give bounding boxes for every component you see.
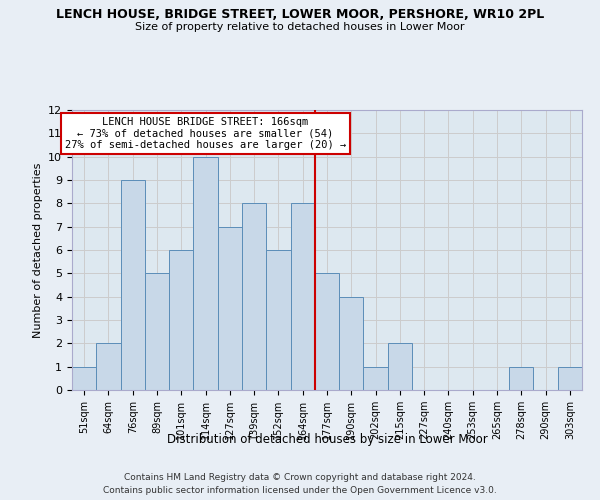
Bar	[388, 344, 412, 390]
Bar	[339, 296, 364, 390]
Bar	[193, 156, 218, 390]
Bar	[290, 204, 315, 390]
Bar	[242, 204, 266, 390]
Bar	[558, 366, 582, 390]
Text: LENCH HOUSE, BRIDGE STREET, LOWER MOOR, PERSHORE, WR10 2PL: LENCH HOUSE, BRIDGE STREET, LOWER MOOR, …	[56, 8, 544, 20]
Bar	[509, 366, 533, 390]
Bar	[96, 344, 121, 390]
Text: Contains HM Land Registry data © Crown copyright and database right 2024.: Contains HM Land Registry data © Crown c…	[124, 472, 476, 482]
Text: Size of property relative to detached houses in Lower Moor: Size of property relative to detached ho…	[135, 22, 465, 32]
Bar	[72, 366, 96, 390]
Text: Contains public sector information licensed under the Open Government Licence v3: Contains public sector information licen…	[103, 486, 497, 495]
Bar	[266, 250, 290, 390]
Bar	[169, 250, 193, 390]
Bar	[121, 180, 145, 390]
Y-axis label: Number of detached properties: Number of detached properties	[32, 162, 43, 338]
Bar	[364, 366, 388, 390]
Text: LENCH HOUSE BRIDGE STREET: 166sqm
← 73% of detached houses are smaller (54)
27% : LENCH HOUSE BRIDGE STREET: 166sqm ← 73% …	[65, 117, 346, 150]
Bar	[145, 274, 169, 390]
Bar	[315, 274, 339, 390]
Bar	[218, 226, 242, 390]
Text: Distribution of detached houses by size in Lower Moor: Distribution of detached houses by size …	[167, 432, 487, 446]
